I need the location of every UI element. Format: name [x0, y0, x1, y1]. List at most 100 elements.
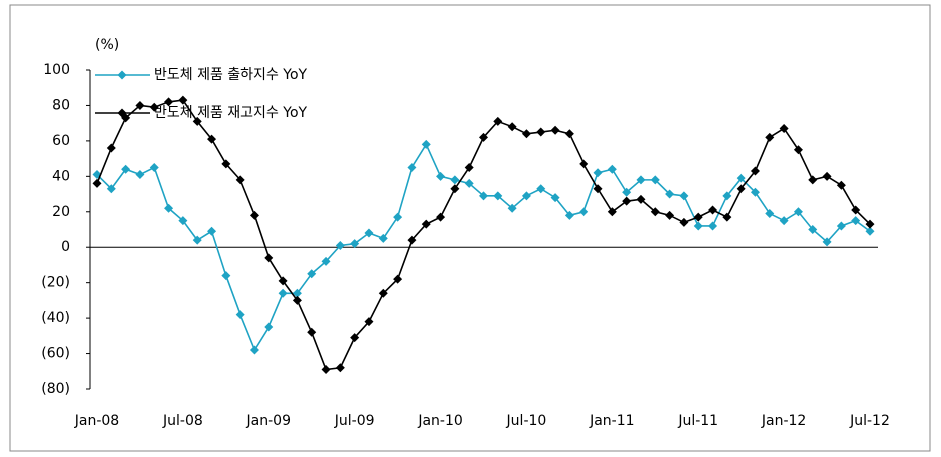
point	[822, 237, 832, 247]
frame	[9, 4, 931, 452]
y-tick-label: (20)	[41, 275, 70, 291]
point	[249, 210, 259, 220]
x-tick-label: Jan-12	[761, 413, 806, 429]
point	[278, 288, 288, 298]
point	[693, 221, 703, 231]
point	[679, 217, 689, 227]
point	[307, 269, 317, 279]
point	[421, 219, 431, 229]
legend-marker	[117, 70, 127, 80]
point	[350, 239, 360, 249]
point	[593, 168, 603, 178]
point	[836, 180, 846, 190]
point	[421, 139, 431, 149]
legend-label: 반도체 제품 출하지수 YoY	[154, 67, 308, 83]
x-tick-label: Jan-08	[74, 413, 119, 429]
x-tick-label: Jan-11	[589, 413, 634, 429]
point	[149, 102, 159, 112]
point	[178, 216, 188, 226]
y-tick-label: (40)	[41, 310, 70, 326]
point	[335, 240, 345, 250]
point	[579, 207, 589, 217]
point	[192, 116, 202, 126]
x-tick-label: Jan-09	[246, 413, 291, 429]
point	[765, 132, 775, 142]
point	[464, 178, 474, 188]
y-tick-label: 40	[52, 168, 70, 184]
point	[521, 191, 531, 201]
point	[493, 191, 503, 201]
point	[307, 327, 317, 337]
point	[650, 175, 660, 185]
y-tick-label: (80)	[41, 381, 70, 397]
point	[350, 333, 360, 343]
point	[536, 184, 546, 194]
point	[436, 171, 446, 181]
point	[550, 193, 560, 203]
point	[221, 271, 231, 281]
point	[92, 178, 102, 188]
point	[550, 125, 560, 135]
point	[378, 233, 388, 243]
point	[507, 203, 517, 213]
point	[521, 129, 531, 139]
point	[436, 212, 446, 222]
y-tick-label: 0	[61, 239, 70, 255]
y-tick-label: 60	[52, 133, 70, 149]
point	[221, 159, 231, 169]
point	[493, 116, 503, 126]
point	[779, 216, 789, 226]
point	[364, 228, 374, 238]
point	[708, 221, 718, 231]
point	[636, 175, 646, 185]
y-tick-label: 100	[43, 62, 70, 78]
point	[507, 122, 517, 132]
point	[836, 221, 846, 231]
point	[292, 288, 302, 298]
point	[808, 225, 818, 234]
point	[135, 170, 145, 180]
point	[722, 212, 732, 222]
y-tick-label: (60)	[41, 346, 70, 362]
point	[364, 317, 374, 327]
point	[393, 274, 403, 284]
point	[722, 191, 732, 201]
point	[292, 295, 302, 305]
x-tick-label: Jul-12	[849, 413, 890, 429]
point	[736, 173, 746, 183]
x-tick-label: Jul-08	[162, 413, 203, 429]
legend-marker	[117, 108, 127, 118]
point	[865, 226, 875, 236]
point	[607, 207, 617, 217]
point	[450, 184, 460, 194]
legend-label: 반도체 제품 재고지수 YoY	[154, 105, 308, 121]
point	[822, 171, 832, 181]
point	[321, 365, 331, 375]
point	[464, 162, 474, 172]
x-tick-label: Jul-09	[334, 413, 375, 429]
point	[665, 189, 675, 199]
point	[479, 191, 488, 201]
point	[135, 100, 145, 110]
point	[235, 175, 245, 185]
point	[865, 219, 875, 229]
point	[192, 235, 202, 245]
point	[407, 162, 417, 172]
point	[393, 212, 403, 222]
point	[121, 164, 131, 174]
point	[106, 143, 116, 153]
y-unit: (%)	[95, 37, 119, 53]
point	[708, 205, 718, 215]
point	[693, 212, 703, 222]
point	[851, 216, 861, 226]
point	[378, 288, 388, 298]
point	[450, 175, 460, 185]
point	[264, 322, 274, 332]
point	[564, 129, 574, 139]
point	[736, 184, 746, 194]
point	[808, 175, 818, 185]
point	[278, 276, 288, 286]
point	[665, 210, 675, 220]
point	[106, 184, 116, 194]
